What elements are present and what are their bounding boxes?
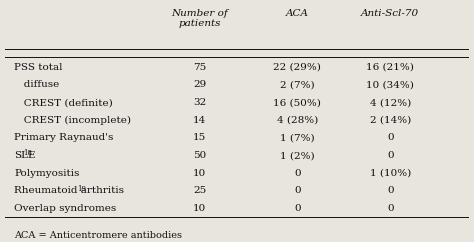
Text: 0: 0 xyxy=(294,186,301,195)
Text: 75: 75 xyxy=(193,63,207,72)
Text: Rheumatoid arthritis: Rheumatoid arthritis xyxy=(14,186,124,195)
Text: 0: 0 xyxy=(294,169,301,178)
Text: Anti-Scl-70: Anti-Scl-70 xyxy=(361,9,419,18)
Text: Primary Raynaud's: Primary Raynaud's xyxy=(14,133,113,142)
Text: 22 (29%): 22 (29%) xyxy=(273,63,321,72)
Text: 1 (2%): 1 (2%) xyxy=(280,151,315,160)
Text: 4 (12%): 4 (12%) xyxy=(370,98,411,107)
Text: 25: 25 xyxy=(193,186,207,195)
Text: 0: 0 xyxy=(387,151,393,160)
Text: diffuse: diffuse xyxy=(14,80,59,89)
Text: 10: 10 xyxy=(193,169,207,178)
Text: 10: 10 xyxy=(193,204,207,213)
Text: 10 (34%): 10 (34%) xyxy=(366,80,414,89)
Text: 16 (21%): 16 (21%) xyxy=(366,63,414,72)
Text: SLE: SLE xyxy=(14,151,36,160)
Text: 19: 19 xyxy=(77,185,86,193)
Text: 32: 32 xyxy=(193,98,207,107)
Text: PSS total: PSS total xyxy=(14,63,63,72)
Text: 15: 15 xyxy=(193,133,207,142)
Text: Overlap syndromes: Overlap syndromes xyxy=(14,204,116,213)
Text: Number of
patients: Number of patients xyxy=(172,9,228,28)
Text: CREST (definite): CREST (definite) xyxy=(14,98,113,107)
Text: Polymyositis: Polymyositis xyxy=(14,169,80,178)
Text: ACA: ACA xyxy=(286,9,309,18)
Text: CREST (incomplete): CREST (incomplete) xyxy=(14,116,131,125)
Text: 1 (7%): 1 (7%) xyxy=(280,133,315,142)
Text: 14: 14 xyxy=(193,116,207,125)
Text: 0: 0 xyxy=(387,204,393,213)
Text: 2 (14%): 2 (14%) xyxy=(370,116,411,125)
Text: 4 (28%): 4 (28%) xyxy=(277,116,318,125)
Text: 0: 0 xyxy=(387,186,393,195)
Text: 0: 0 xyxy=(387,133,393,142)
Text: 0: 0 xyxy=(294,204,301,213)
Text: 50: 50 xyxy=(193,151,207,160)
Text: 1 (10%): 1 (10%) xyxy=(370,169,411,178)
Text: 18: 18 xyxy=(24,149,33,157)
Text: 2 (7%): 2 (7%) xyxy=(280,80,315,89)
Text: 16 (50%): 16 (50%) xyxy=(273,98,321,107)
Text: ACA = Anticentromere antibodies: ACA = Anticentromere antibodies xyxy=(14,231,182,240)
Text: 29: 29 xyxy=(193,80,207,89)
